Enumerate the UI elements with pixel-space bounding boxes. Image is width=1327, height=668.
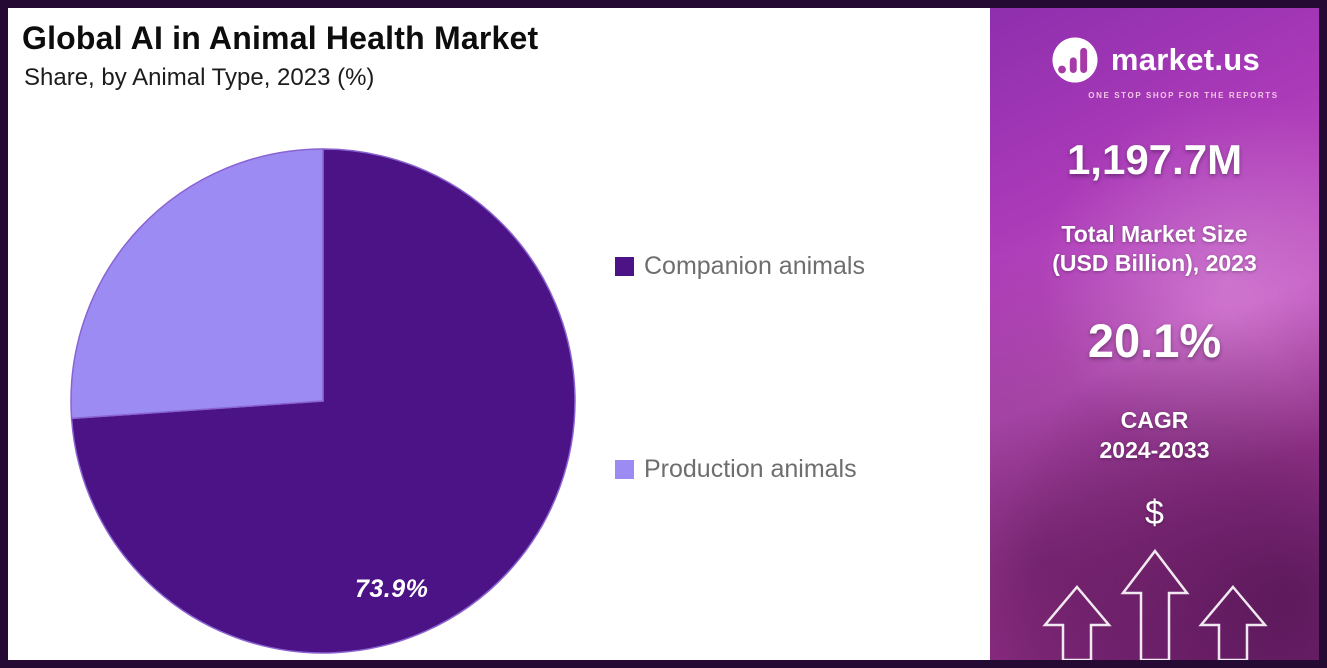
total-market-size-label-line2: (USD Billion), 2023 (1052, 250, 1257, 277)
cagr-value: 20.1% (1087, 313, 1222, 367)
promo-sidebar: market.us ONE STOP SHOP FOR THE REPORTS … (990, 8, 1319, 660)
cagr-label: CAGR 2024-2033 (1100, 406, 1210, 466)
legend-label: Production animals (644, 455, 857, 483)
legend-item-production-animals: Production animals (615, 455, 865, 484)
marketus-logo-tagline: ONE STOP SHOP FOR THE REPORTS (1088, 91, 1279, 100)
marketus-logo: market.us (1049, 34, 1260, 86)
legend-item-companion-animals: Companion animals (615, 252, 865, 281)
legend-swatch-production-animals (615, 460, 634, 479)
legend-label: Companion animals (644, 252, 865, 280)
pie-slice-1 (70, 148, 324, 420)
total-market-size-value: 1,197.7M (1066, 136, 1243, 183)
dollar-sign: $ (1145, 493, 1164, 532)
chart-subtitle: Share, by Animal Type, 2023 (%) (24, 64, 375, 91)
pie-chart-svg (70, 148, 576, 654)
chart-title: Global AI in Animal Health Market (22, 20, 539, 56)
chart-legend: Companion animals Production animals (615, 252, 865, 484)
pie-chart: 73.9% (65, 143, 581, 659)
growth-arrows-icon (1041, 548, 1268, 660)
total-market-size-label-line1: Total Market Size (1061, 221, 1248, 247)
total-market-size-label: Total Market Size (USD Billion), 2023 (1052, 220, 1256, 279)
chart-panel: Global AI in Animal Health Market Share,… (8, 8, 990, 660)
cagr-label-line1: CAGR (1120, 406, 1189, 433)
marketus-logo-icon (1049, 34, 1101, 86)
pie-slice-data-label: 73.9% (355, 575, 429, 603)
marketus-logo-text: market.us (1110, 42, 1261, 77)
cagr-label-line2: 2024-2033 (1099, 436, 1210, 463)
legend-swatch-companion-animals (615, 257, 634, 276)
